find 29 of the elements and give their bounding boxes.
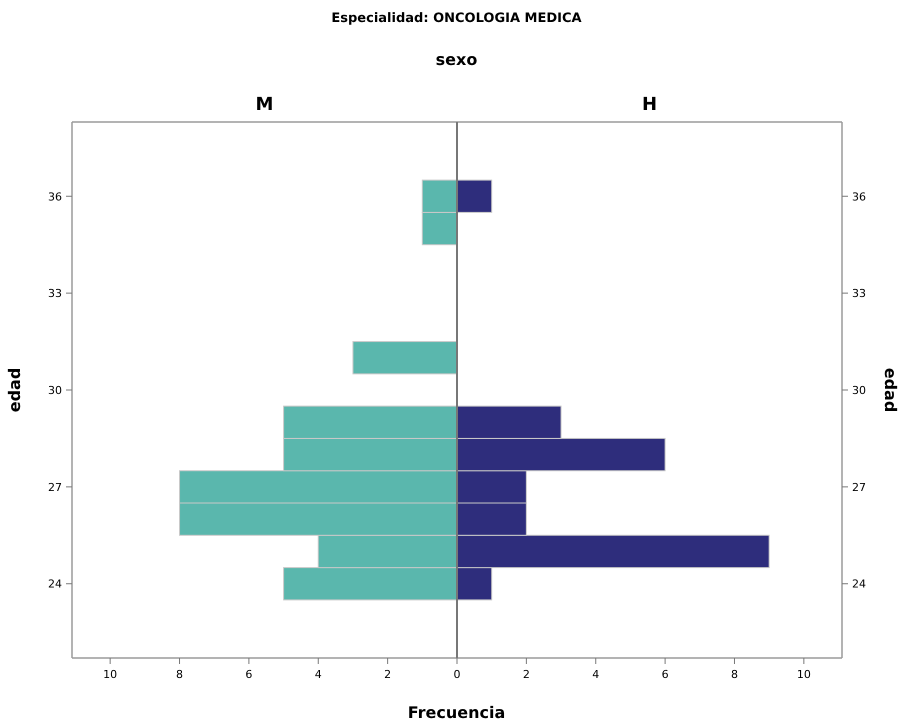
x-tick-label: 4 bbox=[592, 668, 600, 681]
x-tick-label: 10 bbox=[103, 668, 118, 681]
bar bbox=[352, 341, 458, 374]
x-tick-label: 6 bbox=[662, 668, 669, 681]
y-tick-label: 33 bbox=[48, 287, 62, 300]
y-tick-label: 36 bbox=[852, 190, 866, 204]
x-tick-label: 8 bbox=[730, 668, 738, 681]
x-tick-label: 2 bbox=[384, 668, 392, 681]
chart-title: Especialidad: ONCOLOGIA MEDICA bbox=[331, 11, 582, 26]
y-tick-label: 24 bbox=[852, 578, 866, 591]
x-tick-label: 8 bbox=[176, 668, 184, 681]
text: M bbox=[256, 94, 274, 115]
y-axis-title: edad bbox=[5, 368, 24, 412]
text: H bbox=[642, 94, 658, 115]
y-axis-title: edad bbox=[881, 368, 900, 412]
y-tick-label: 27 bbox=[852, 480, 866, 494]
x-tick-label: 6 bbox=[245, 668, 252, 681]
y-tick-label: 30 bbox=[852, 384, 866, 397]
y-tick-label: 33 bbox=[852, 287, 866, 300]
y-tick-label: 24 bbox=[48, 578, 62, 591]
x-tick-label: 4 bbox=[314, 668, 322, 681]
y-tick-label: 27 bbox=[48, 480, 62, 494]
x-tick-label: 2 bbox=[522, 668, 530, 681]
x-axis-title: Frecuencia bbox=[408, 703, 506, 722]
x-tick-label: 10 bbox=[796, 668, 811, 681]
chart-subtitle: sexo bbox=[436, 50, 478, 69]
x-tick-label: 0 bbox=[454, 668, 460, 681]
y-tick-label: 36 bbox=[48, 190, 62, 204]
y-tick-label: 30 bbox=[48, 384, 62, 397]
